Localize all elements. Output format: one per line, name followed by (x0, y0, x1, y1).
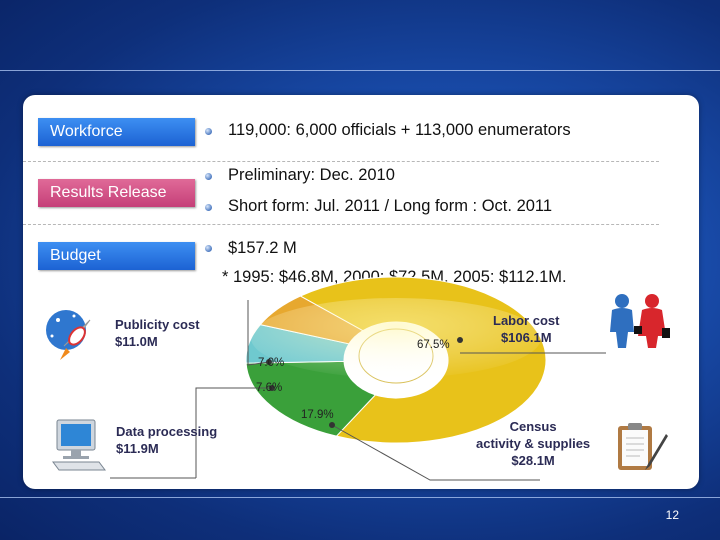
divider (23, 161, 659, 162)
data-leader (195, 387, 272, 478)
publicity-leader (247, 300, 270, 366)
bullet-icon (205, 204, 212, 211)
census-leader (331, 424, 540, 481)
clipboard-icon (618, 423, 668, 470)
header-rule (0, 70, 720, 71)
callout-census-value: $28.1M (511, 453, 555, 468)
callout-publicity-label: Publicity cost (115, 317, 200, 332)
page-number: 12 (665, 508, 679, 522)
labor-marker (457, 337, 463, 343)
workforce-text: 119,000: 6,000 officials + 113,000 enume… (228, 121, 571, 139)
computer-icon (52, 419, 106, 471)
callout-census: Census activity & supplies $28.1M (476, 418, 590, 469)
bullet-icon (205, 128, 212, 135)
callout-labor-label: Labor cost (493, 313, 560, 328)
donut-slice-census-activity-supplies (245, 360, 377, 437)
census-marker (329, 422, 335, 428)
release-preliminary: Preliminary: Dec. 2010 (228, 166, 395, 184)
donut-gloss (251, 298, 541, 378)
people-icon (610, 294, 670, 348)
callout-publicity: Publicity cost $11.0M (115, 316, 200, 350)
label-workforce: Workforce (38, 118, 195, 146)
callout-publicity-value: $11.0M (115, 334, 158, 349)
callout-census-label-1: Census (509, 419, 557, 434)
pct-labor: 67.5% (417, 339, 450, 351)
pct-data: 7.6% (256, 382, 283, 394)
data-marker (269, 385, 275, 391)
label-results-release: Results Release (38, 179, 195, 207)
pct-publicity: 7.0% (258, 357, 285, 369)
callout-data-label: Data processing (116, 424, 218, 439)
callout-census-label-2: activity & supplies (476, 436, 591, 451)
bullet-icon (205, 173, 212, 180)
callout-labor: Labor cost $106.1M (493, 312, 559, 346)
divider (23, 224, 659, 225)
bullet-icon (205, 245, 212, 252)
release-forms: Short form: Jul. 2011 / Long form : Oct.… (228, 197, 553, 215)
label-budget: Budget (38, 242, 195, 270)
rocket-icon (46, 310, 91, 360)
footer-rule (0, 497, 720, 498)
callout-data-value: $11.9M (116, 441, 159, 456)
budget-total: $157.2 M (228, 239, 297, 257)
pct-census: 17.9% (301, 409, 334, 421)
callout-data-processing: Data processing $11.9M (116, 423, 217, 457)
publicity-marker (266, 359, 272, 365)
callout-labor-value: $106.1M (500, 330, 552, 345)
